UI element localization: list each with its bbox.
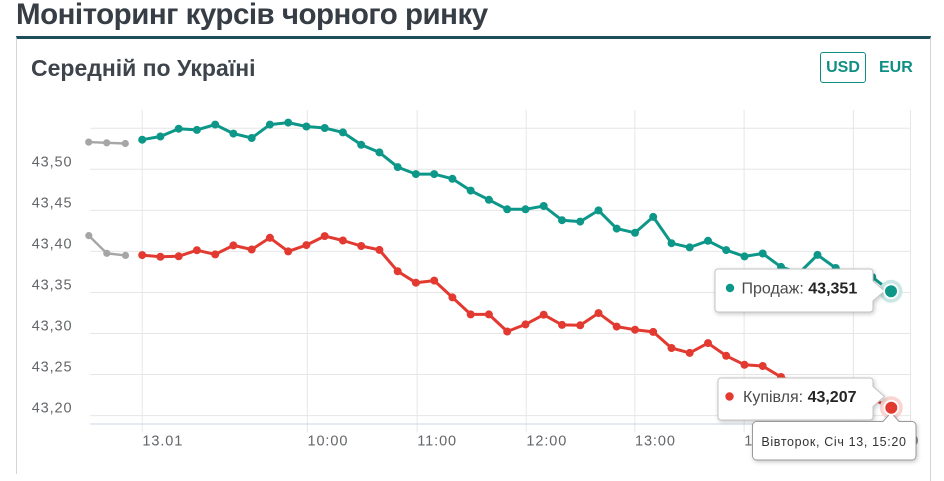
svg-text:43,30: 43,30 — [32, 319, 73, 335]
svg-text:12:00: 12:00 — [526, 434, 567, 450]
svg-text:Вівторок, Січ 13, 15:20: Вівторок, Січ 13, 15:20 — [761, 435, 906, 449]
svg-text:10:00: 10:00 — [308, 434, 349, 450]
svg-text:43,45: 43,45 — [32, 195, 73, 211]
svg-text:43,50: 43,50 — [32, 154, 73, 170]
svg-text:43,40: 43,40 — [32, 236, 73, 252]
svg-text:13:00: 13:00 — [635, 434, 676, 450]
svg-text:43,25: 43,25 — [32, 360, 73, 376]
svg-text:43,35: 43,35 — [32, 277, 73, 293]
svg-text:13.01: 13.01 — [142, 434, 183, 450]
svg-text:43,20: 43,20 — [32, 401, 73, 417]
svg-text:Продаж: 43,351: Продаж: 43,351 — [742, 281, 858, 298]
svg-text:Купівля: 43,207: Купівля: 43,207 — [743, 389, 857, 406]
svg-text:11:00: 11:00 — [417, 434, 457, 450]
